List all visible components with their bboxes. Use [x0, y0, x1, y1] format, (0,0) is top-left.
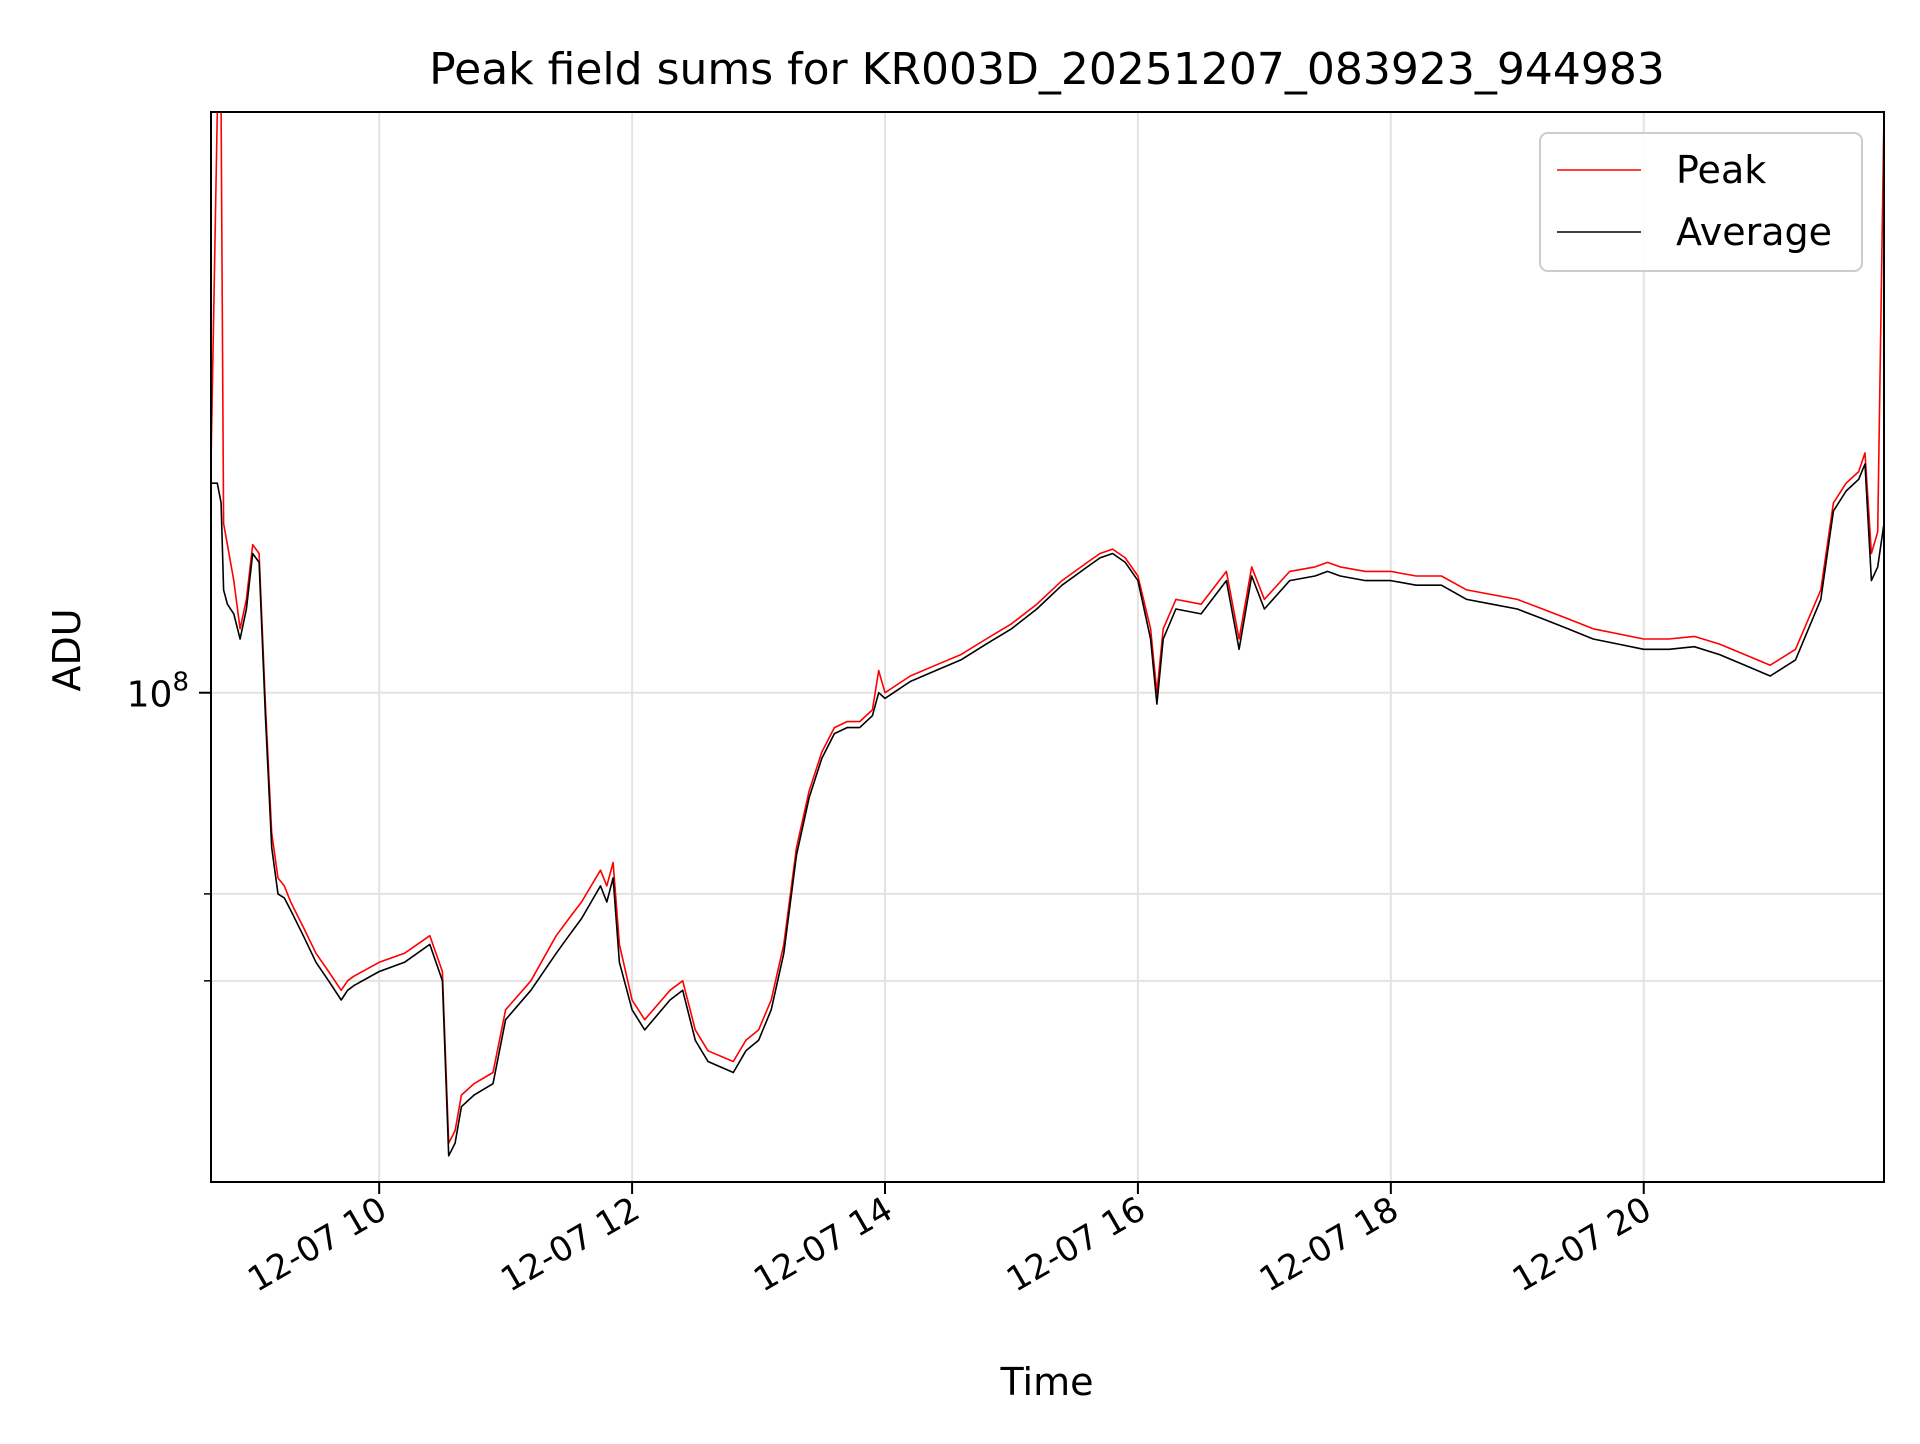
series-line-average [211, 463, 1884, 1157]
legend-label-peak: Peak [1676, 148, 1766, 192]
x-axis-label: Time [1000, 1360, 1094, 1404]
y-tick-label: 108 [127, 668, 189, 716]
grid-lines [211, 112, 1884, 1182]
legend: Peak Average [1539, 132, 1863, 272]
chart-title: Peak field sums for KR003D_20251207_0839… [429, 44, 1665, 95]
series-line-peak [211, 112, 1884, 1144]
legend-label-average: Average [1676, 210, 1832, 254]
y-axis-label: ADU [45, 608, 89, 691]
plot-frame [210, 111, 1885, 1183]
legend-box [1539, 132, 1863, 272]
plot-area [211, 112, 1884, 1157]
